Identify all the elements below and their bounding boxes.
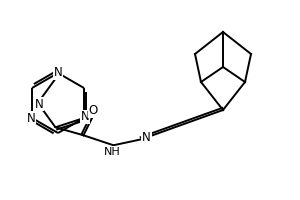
Text: N: N [54, 66, 62, 79]
Text: O: O [89, 104, 98, 117]
Text: N: N [81, 110, 89, 123]
Text: NH: NH [104, 147, 121, 157]
Text: N: N [34, 98, 43, 110]
Text: N: N [27, 112, 35, 124]
Text: N: N [142, 131, 151, 144]
